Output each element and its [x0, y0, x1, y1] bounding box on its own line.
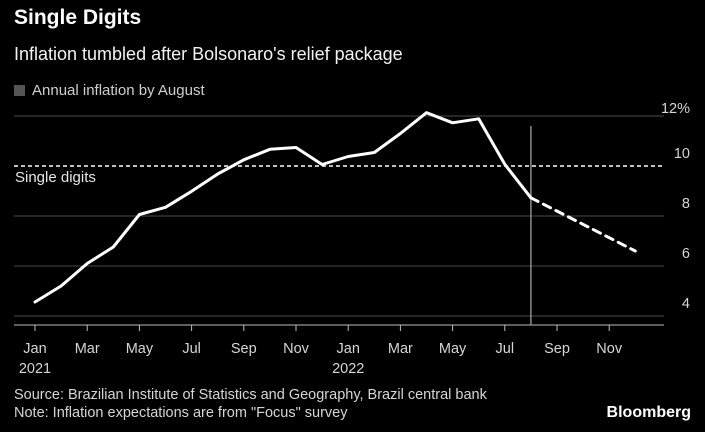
- y-tick-label: 8: [682, 196, 690, 212]
- bloomberg-logo: Bloomberg: [606, 404, 691, 421]
- single-digits-label: Single digits: [15, 169, 96, 186]
- source-note: Source: Brazilian Institute of Statistic…: [14, 386, 487, 422]
- x-tick-label: Mar: [75, 341, 100, 357]
- x-tick-label: Jul: [496, 341, 515, 357]
- note-text: Note: Inflation expectations are from "F…: [14, 405, 348, 421]
- source-text: Source: Brazilian Institute of Statistic…: [14, 387, 487, 403]
- x-tick-label: May: [439, 341, 467, 357]
- x-tick-label: Sep: [231, 341, 257, 357]
- y-tick-label: 4: [682, 296, 690, 312]
- x-tick-label: Jan: [23, 341, 46, 357]
- y-tick-label: 12%: [661, 101, 690, 117]
- legend-label: Annual inflation by August: [32, 82, 205, 99]
- x-tick-label: 2022: [332, 361, 364, 377]
- chart-subtitle: Inflation tumbled after Bolsonaro's reli…: [14, 44, 403, 64]
- x-tick-label: Nov: [596, 341, 623, 357]
- legend: Annual inflation by August: [14, 82, 205, 99]
- x-tick-label: Jan: [337, 341, 360, 357]
- forecast-series-line: [529, 196, 637, 253]
- y-tick-label: 10: [674, 146, 690, 162]
- x-tick-label: Jul: [182, 341, 201, 357]
- y-tick-label: 6: [682, 246, 690, 262]
- x-tick-label: Nov: [283, 341, 310, 357]
- x-tick-label: Mar: [388, 341, 413, 357]
- chart-title: Single Digits: [14, 6, 142, 29]
- x-tick-label: 2021: [19, 361, 51, 377]
- x-tick-label: May: [126, 341, 154, 357]
- legend-swatch: [14, 85, 25, 96]
- x-tick-label: Sep: [544, 341, 570, 357]
- inflation-series-line: [33, 111, 533, 304]
